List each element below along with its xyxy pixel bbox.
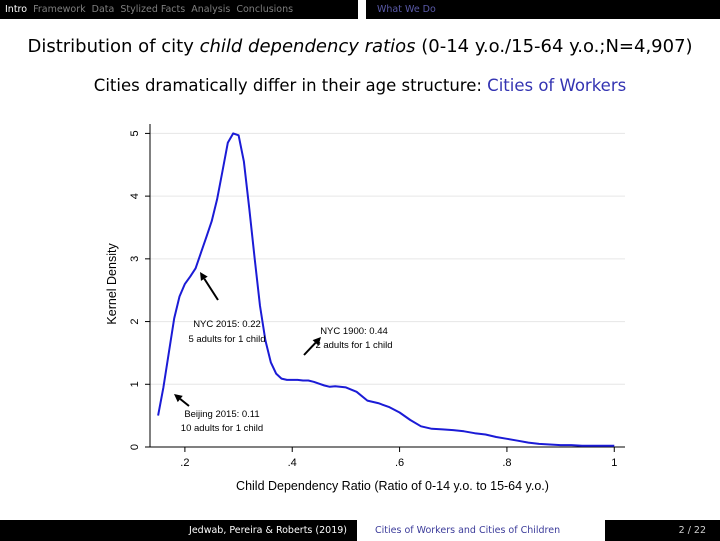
nav-section-framework[interactable]: Framework	[33, 4, 86, 15]
x-tick-label: .8	[502, 457, 511, 469]
nav-section-analysis[interactable]: Analysis	[191, 4, 231, 15]
footer-authors: Jedwab, Pereira & Roberts (2019)	[189, 525, 347, 536]
arrow-nyc-1900-head	[312, 337, 321, 346]
nav-divider	[358, 0, 366, 19]
y-tick-label: 0	[129, 444, 141, 450]
footer-bar: Jedwab, Pereira & Roberts (2019) Cities …	[0, 520, 720, 541]
slide-subtitle-part1: Cities dramatically differ in their age …	[93, 76, 488, 95]
x-axis-title: Child Dependency Ratio (Ratio of 0-14 y.…	[236, 479, 549, 493]
slide-title-part2: (0-14 y.o./15-64 y.o.;N=4,907)	[415, 36, 693, 57]
nav-section-intro[interactable]: Intro	[5, 4, 28, 15]
slide-subtitle-accent: Cities of Workers	[487, 76, 627, 95]
kernel-density-curve	[157, 132, 615, 447]
y-tick-label: 2	[129, 319, 141, 325]
annotation-line2: 10 adults for 1 child	[181, 423, 263, 434]
chart-svg: 0 1 2 3 4 5 .2 .4 .6 .8 1 Child Dependency Ratio (R…	[105, 124, 625, 493]
y-axis-title: Kernel Density	[105, 243, 119, 325]
annotation-line2: 2 adults for 1 child	[315, 340, 392, 351]
arrow-nyc-1900-shaft	[303, 342, 317, 356]
x-tick-label: .4	[288, 457, 297, 469]
y-tick-label: 4	[129, 193, 141, 199]
footer-page-number: 2 / 22	[678, 525, 706, 536]
nav-section-stylized-facts[interactable]: Stylized Facts	[120, 4, 186, 15]
slide-subtitle: Cities dramatically differ in their age …	[0, 76, 720, 95]
slide-title: Distribution of city child dependency ra…	[0, 36, 720, 57]
y-tick-label: 5	[129, 130, 141, 136]
nav-section-conclusions[interactable]: Conclusions	[236, 4, 294, 15]
section-nav: Intro Framework Data Stylized Facts Anal…	[0, 0, 293, 19]
x-tick-label: .2	[180, 457, 189, 469]
arrow-beijing-2015-head	[174, 394, 183, 403]
subsection-nav: What We Do	[372, 0, 436, 19]
slide-title-part1: Distribution of city	[27, 36, 200, 57]
y-tick-label: 3	[129, 256, 141, 262]
arrow-nyc-2015-shaft	[203, 278, 219, 301]
kernel-density-chart: 0 1 2 3 4 5 .2 .4 .6 .8 1 Child Dependency Ratio (R…	[100, 112, 640, 502]
annotation-line1: Beijing 2015: 0.11	[184, 409, 259, 420]
arrow-nyc-2015-head	[200, 272, 208, 281]
annotation-line1: NYC 1900: 0.44	[320, 326, 388, 337]
arrow-beijing-2015-shaft	[179, 398, 190, 407]
slide-title-italic: child dependency ratios	[199, 36, 416, 57]
x-tick-label: 1	[611, 457, 617, 469]
annotation-line1: NYC 2015: 0.22	[193, 319, 261, 330]
nav-subsection-what-we-do[interactable]: What We Do	[377, 4, 436, 15]
x-tick-label: .6	[395, 457, 404, 469]
y-tick-label: 1	[129, 381, 141, 387]
top-navigation-bar: Intro Framework Data Stylized Facts Anal…	[0, 0, 720, 19]
nav-section-data[interactable]: Data	[91, 4, 115, 15]
annotation-line2: 5 adults for 1 child	[188, 334, 265, 345]
footer-short-title: Cities of Workers and Cities of Children	[357, 520, 605, 541]
